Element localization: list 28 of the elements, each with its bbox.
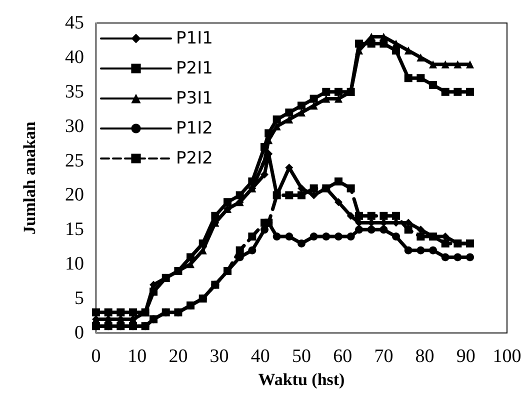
legend-label: P1I1 xyxy=(176,28,213,48)
x-tick-label: 80 xyxy=(415,346,434,367)
y-tick-label: 45 xyxy=(65,12,84,34)
legend-label: P3I1 xyxy=(176,88,213,108)
x-tick-label: 60 xyxy=(333,346,352,367)
x-tick-label: 70 xyxy=(374,346,394,367)
x-axis-title: Waktu (hst) xyxy=(258,370,345,389)
y-tick-label: 20 xyxy=(65,184,84,206)
y-tick-label: 40 xyxy=(65,46,84,68)
y-axis-title: Jumlah anakan xyxy=(20,121,39,234)
x-tick-label: 100 xyxy=(492,346,522,367)
legend-label: P2I1 xyxy=(176,58,213,78)
x-tick-label: 0 xyxy=(91,346,101,367)
x-tick-label: 90 xyxy=(456,346,476,367)
legend-label: P2I2 xyxy=(176,148,213,168)
x-tick-label: 10 xyxy=(128,346,147,367)
x-tick-label: 40 xyxy=(250,346,270,367)
y-tick-label: 25 xyxy=(65,150,84,172)
x-tick-label: 50 xyxy=(292,346,311,367)
legend-label: P1I2 xyxy=(176,118,213,138)
y-tick-label: 30 xyxy=(65,116,84,137)
y-tick-label: 35 xyxy=(65,81,84,102)
x-tick-label: 30 xyxy=(210,346,229,367)
y-tick-label: 10 xyxy=(65,254,84,275)
y-tick-label: 5 xyxy=(74,288,84,310)
y-tick-label: 15 xyxy=(65,219,84,240)
x-tick-label: 20 xyxy=(168,346,188,367)
y-tick-label: 0 xyxy=(74,322,84,344)
